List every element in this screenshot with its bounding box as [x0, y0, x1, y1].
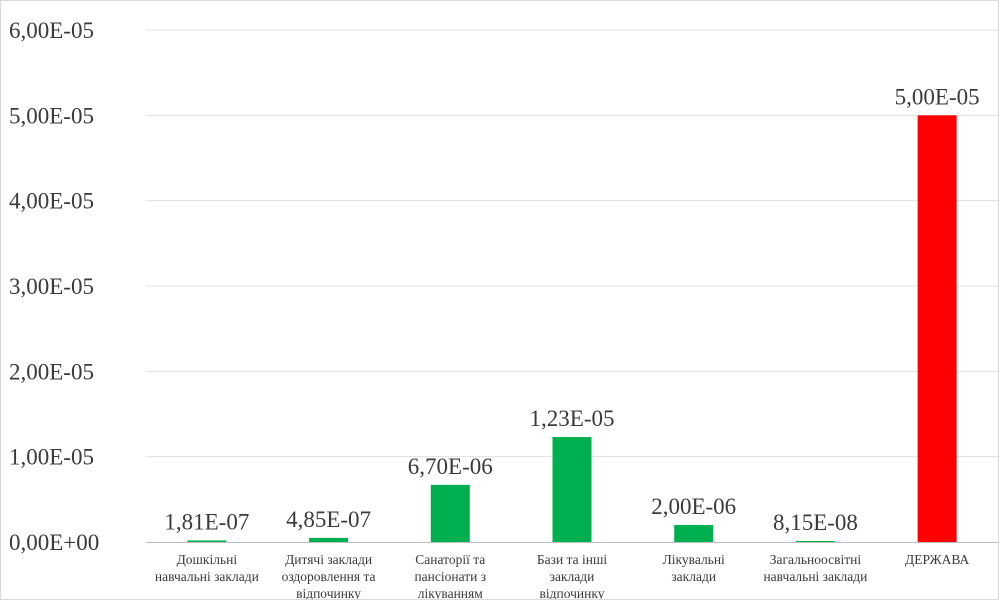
x-tick-label: Дошкільні навчальні заклади — [155, 552, 259, 584]
x-tick-label-line: навчальні заклади — [155, 569, 259, 584]
data-label: 5,00E-05 — [895, 84, 980, 109]
data-label: 4,85E-07 — [286, 507, 371, 532]
x-tick-label-line: Санаторії та — [415, 552, 485, 567]
y-tick-label: 2,00E-05 — [9, 359, 94, 384]
bars — [187, 115, 957, 542]
x-tick-label-line: відпочинку — [296, 586, 361, 600]
x-tick-label-line: Дитячі заклади — [285, 552, 372, 567]
bar — [430, 484, 470, 542]
x-tick-label-line: лікуванням — [418, 586, 483, 600]
data-label: 8,15E-08 — [773, 510, 858, 535]
y-tick-label: 5,00E-05 — [9, 103, 94, 128]
y-tick-label: 6,00E-05 — [9, 18, 94, 43]
data-label: 1,23E-05 — [530, 406, 615, 431]
data-label: 6,70E-06 — [408, 454, 493, 479]
x-tick-label-line: ДЕРЖАВА — [905, 552, 969, 567]
bar — [917, 115, 957, 542]
y-tick-label: 4,00E-05 — [9, 189, 94, 214]
bar — [309, 537, 349, 542]
x-tick-label: Лікувальні заклади — [663, 552, 725, 584]
data-label: 1,81E-07 — [164, 509, 249, 534]
x-axis-category-labels: Дошкільні навчальні заклади Дитячі заклади… — [155, 552, 970, 600]
y-axis-tick-labels: 0,00E+00 1,00E-05 2,00E-05 3,00E-05 4,00E-05… — [9, 18, 99, 555]
x-tick-label-line: заклади — [550, 569, 595, 584]
x-tick-label-line: навчальні заклади — [763, 569, 867, 584]
x-tick-label-line: оздоровлення та — [282, 569, 376, 584]
x-tick-label-line: Дошкільні — [177, 552, 238, 567]
x-tick-label-line: заклади — [671, 569, 716, 584]
x-tick-label-line: Лікувальні — [663, 552, 725, 567]
data-label: 2,00E-06 — [651, 494, 736, 519]
x-tick-label: Загальноосвітні навчальні заклади — [763, 552, 867, 584]
y-tick-label: 1,00E-05 — [9, 445, 94, 470]
x-tick-label-line: Загальноосвітні — [770, 552, 862, 567]
bar — [187, 540, 227, 542]
x-tick-label-line: пансіонати з — [414, 569, 486, 584]
bar — [674, 524, 714, 542]
x-tick-label: Санаторії та пансіонати з лікуванням — [414, 552, 486, 600]
x-tick-label-line: Бази та інші — [537, 552, 607, 567]
y-tick-label: 3,00E-05 — [9, 274, 94, 299]
gridlines — [146, 29, 998, 458]
x-tick-label: ДЕРЖАВА — [905, 552, 969, 567]
x-tick-label-line: відпочинку — [540, 586, 605, 600]
bar — [795, 541, 835, 542]
x-tick-label: Дитячі заклади оздоровлення та відпочинку — [282, 552, 376, 600]
bar — [552, 437, 592, 542]
data-labels: 1,81E-07 4,85E-07 6,70E-06 1,23E-05 2,00E-06… — [164, 84, 979, 535]
y-tick-label: 0,00E+00 — [9, 530, 99, 555]
x-tick-label: Бази та інші заклади відпочинку — [537, 552, 607, 600]
